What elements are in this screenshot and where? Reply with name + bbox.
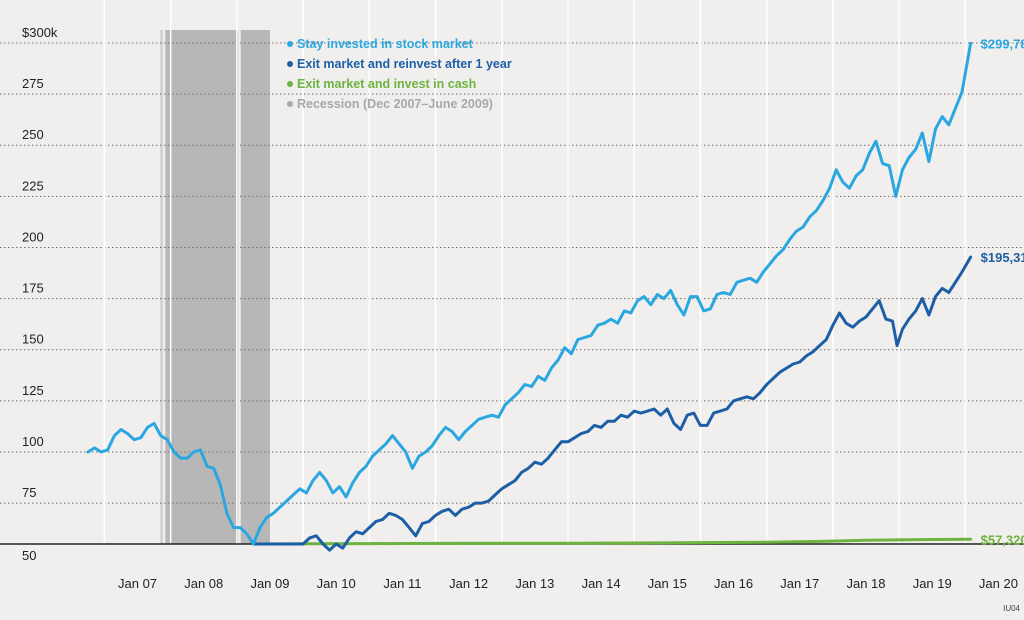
x-tick-label: Jan 19 [913,576,952,591]
end-labels: $299,780 $195,315 $57,320 [981,36,1024,547]
legend-label-3: Recession (Dec 2007–June 2009) [297,97,493,111]
recession-band [165,30,270,544]
x-tick-label: Jan 15 [648,576,687,591]
end-label-0: $299,780 [981,36,1024,51]
y-tick-label: 275 [22,76,44,91]
recession-divider [238,30,241,544]
y-tick-label: 150 [22,332,44,347]
x-tick-label: Jan 09 [250,576,289,591]
recession-edge-left [160,30,163,544]
y-tick-label: 225 [22,178,44,193]
x-tick-label: Jan 10 [317,576,356,591]
series-line-1 [251,255,973,552]
y-tick-label: 200 [22,229,44,244]
y-tick-label: 50 [22,548,36,563]
series-layer [86,41,973,552]
y-tick-label: 175 [22,281,44,296]
legend-marker-0 [287,41,293,47]
series-line-2 [251,537,973,546]
y-tick-label: $300k [22,25,58,40]
gridlines [0,0,1024,545]
recession-layer [160,30,270,544]
x-tick-label: Jan 14 [582,576,621,591]
legend-marker-1 [287,61,293,67]
x-tick-label: Jan 20 [979,576,1018,591]
x-tick-label: Jan 12 [449,576,488,591]
legend-marker-3 [287,101,293,107]
legend-marker-2 [287,81,293,87]
x-tick-label: Jan 07 [118,576,157,591]
series-line-0 [86,41,973,546]
legend-label-2: Exit market and invest in cash [297,77,476,91]
end-label-1: $195,315 [981,250,1024,265]
end-label-2: $57,320 [981,532,1024,547]
y-tick-label: 75 [22,485,36,500]
legend-label-0: Stay invested in stock market [297,37,474,51]
y-axis-ticks: 50 75 100 125 150 175 200 225 250 275 $300k [22,25,58,563]
legend-label-1: Exit market and reinvest after 1 year [297,57,512,71]
x-tick-label: Jan 11 [383,576,421,591]
x-tick-label: Jan 08 [184,576,223,591]
x-tick-label: Jan 13 [515,576,554,591]
x-tick-label: Jan 17 [780,576,819,591]
y-tick-label: 100 [22,434,44,449]
x-tick-label: Jan 18 [846,576,885,591]
x-axis-ticks: Jan 07 Jan 08 Jan 09 Jan 10 Jan 11 Jan 12 Jan … [118,576,1021,613]
x-tick-label: Jan 16 [714,576,753,591]
legend: Stay invested in stock market Exit market… [287,37,512,111]
y-tick-label: 250 [22,127,44,142]
y-tick-label: 125 [22,383,44,398]
chart-code-label: IU04 [1003,604,1020,613]
